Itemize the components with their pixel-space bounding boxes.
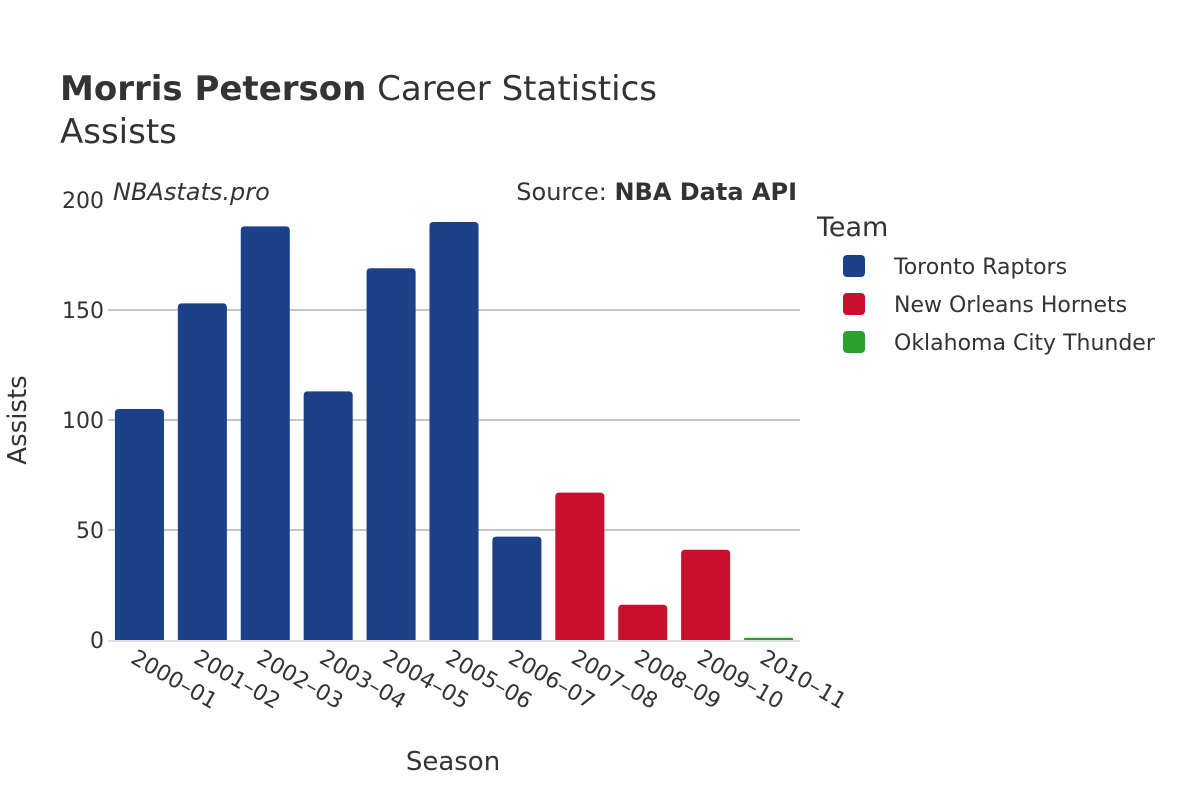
player-name: Morris Peterson	[60, 69, 366, 109]
bar-new-orleans-hornets-2008–09[interactable]	[618, 604, 668, 640]
bar-oklahoma-city-thunder-2010–11[interactable]	[744, 637, 794, 640]
legend: Toronto Raptors New Orleans Hornets Oklaho…	[843, 255, 1156, 356]
bar-toronto-raptors-2004–05[interactable]	[366, 268, 416, 640]
legend-label[interactable]: New Orleans Hornets	[894, 293, 1127, 318]
source-label: Source: NBA Data API	[516, 178, 797, 206]
bars	[114, 222, 794, 640]
legend-swatch	[843, 255, 865, 277]
bar-toronto-raptors-2001–02[interactable]	[177, 303, 227, 640]
y-tick-label: 150	[62, 299, 104, 324]
y-tick-label: 0	[90, 629, 104, 654]
legend-swatch	[843, 331, 865, 353]
x-axis-ticks: 2000–012001–022002–032003–042004–052005–…	[126, 646, 850, 715]
bar-toronto-raptors-2000–01[interactable]	[114, 409, 164, 640]
legend-label[interactable]: Oklahoma City Thunder	[894, 331, 1156, 356]
bar-toronto-raptors-2002–03[interactable]	[240, 226, 290, 640]
chart-subtitle: Assists	[60, 112, 177, 152]
legend-label[interactable]: Toronto Raptors	[893, 255, 1067, 280]
bar-toronto-raptors-2003–04[interactable]	[303, 391, 353, 640]
title-suffix: Career Statistics	[366, 69, 657, 109]
bar-toronto-raptors-2006–07[interactable]	[492, 536, 542, 640]
chart-title: Morris Peterson Career Statistics	[60, 69, 657, 109]
bar-toronto-raptors-2005–06[interactable]	[429, 222, 479, 640]
y-tick-label: 100	[62, 409, 104, 434]
source-prefix: Source:	[516, 178, 614, 206]
y-tick-label: 200	[62, 189, 104, 214]
y-tick-label: 50	[76, 519, 104, 544]
legend-swatch	[843, 293, 865, 315]
y-axis-title: Assists	[3, 375, 33, 464]
watermark: NBAstats.pro	[113, 178, 270, 206]
legend-title: Team	[816, 212, 888, 243]
bar-new-orleans-hornets-2009–10[interactable]	[681, 549, 731, 640]
x-axis-title: Season	[406, 747, 500, 777]
source-name: NBA Data API	[614, 178, 797, 206]
bar-new-orleans-hornets-2007–08[interactable]	[555, 492, 605, 640]
y-axis-ticks: 0 50 100 150 200	[62, 189, 104, 654]
